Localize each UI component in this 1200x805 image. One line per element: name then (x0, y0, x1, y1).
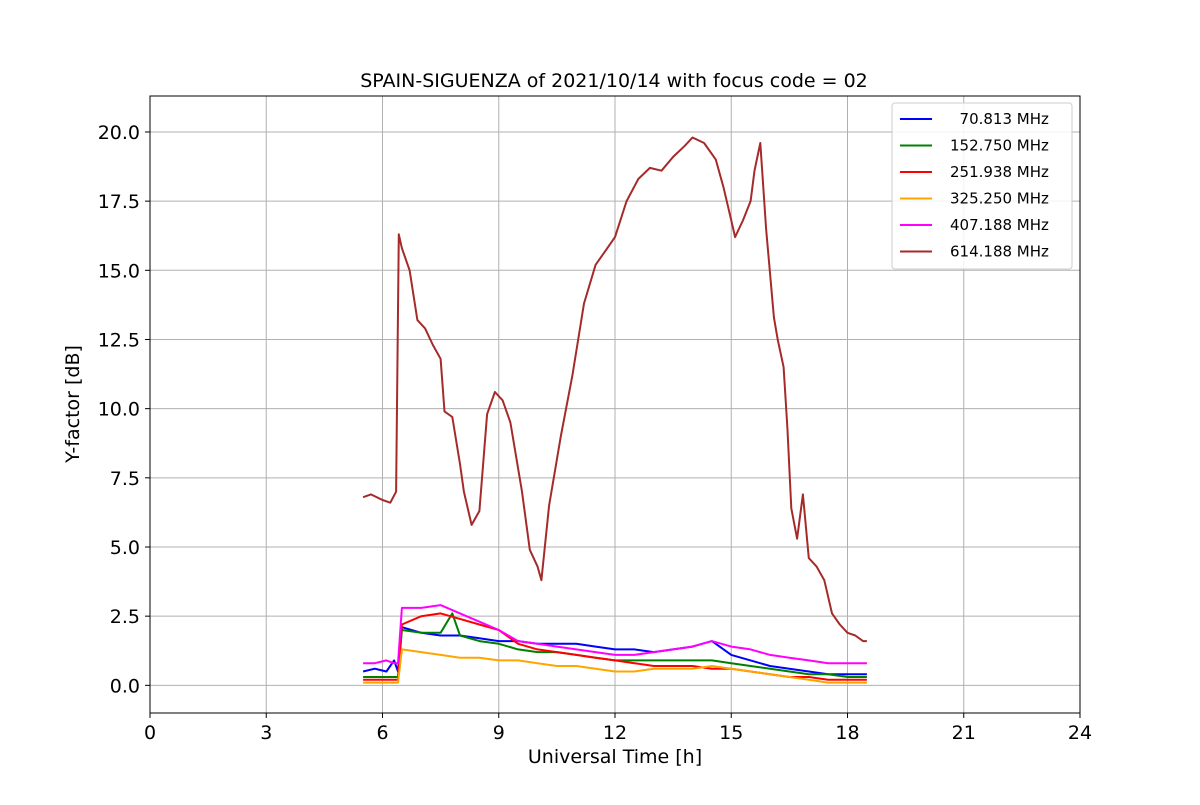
x-axis-label: Universal Time [h] (528, 746, 702, 768)
legend-label: 251.938 MHz (950, 163, 1049, 181)
legend: 70.813 MHz 152.750 MHz 251.938 MHz 325.250 … (891, 102, 1073, 270)
x-tick-label: 6 (376, 722, 388, 744)
x-tick-label: 12 (603, 722, 627, 744)
y-axis-label: Y-factor [dB] (62, 345, 84, 464)
x-tick-label: 0 (144, 722, 156, 744)
x-tick-label: 21 (952, 722, 976, 744)
x-tick-label: 18 (835, 722, 859, 744)
y-tick-label: 10.0 (98, 399, 140, 421)
x-tick-label: 15 (719, 722, 743, 744)
axis-ticks: 0 3 6 9 12 15 18 21 24 0.0 2.5 5.0 7.5 10.0 12.5 15.0 17… (98, 122, 1092, 744)
legend-label: 407.188 MHz (950, 216, 1049, 234)
legend-label: 614.188 MHz (950, 243, 1049, 261)
x-tick-label: 24 (1068, 722, 1092, 744)
y-tick-label: 20.0 (98, 122, 140, 144)
legend-label: 152.750 MHz (950, 137, 1049, 155)
series-line-3 (363, 648, 867, 684)
series-line-4 (363, 604, 867, 665)
series-line-5 (362, 136, 867, 643)
chart-title: SPAIN-SIGUENZA of 2021/10/14 with focus … (360, 70, 868, 92)
y-tick-label: 17.5 (98, 191, 140, 213)
y-tick-label: 15.0 (98, 260, 140, 282)
x-tick-label: 9 (493, 722, 505, 744)
y-tick-label: 2.5 (110, 606, 140, 628)
y-tick-label: 0.0 (110, 675, 140, 697)
y-tick-label: 5.0 (110, 537, 140, 559)
legend-frame (891, 102, 1073, 270)
y-tick-label: 7.5 (110, 468, 140, 490)
y-tick-label: 12.5 (98, 329, 140, 351)
legend-label: 70.813 MHz (950, 110, 1049, 128)
x-tick-label: 3 (260, 722, 272, 744)
legend-label: 325.250 MHz (950, 190, 1049, 208)
series-lines (362, 136, 867, 684)
